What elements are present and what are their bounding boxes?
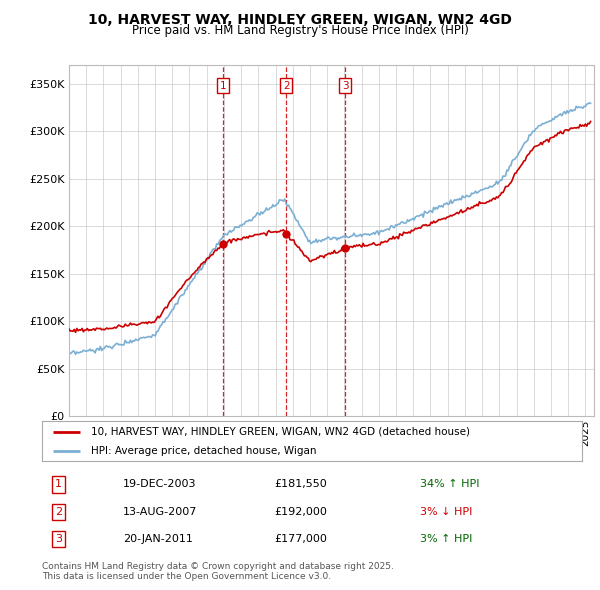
Text: 3: 3 bbox=[342, 81, 349, 91]
Text: 19-DEC-2003: 19-DEC-2003 bbox=[123, 480, 197, 489]
Text: £192,000: £192,000 bbox=[274, 507, 327, 517]
Text: 1: 1 bbox=[220, 81, 227, 91]
Text: £181,550: £181,550 bbox=[274, 480, 327, 489]
Text: HPI: Average price, detached house, Wigan: HPI: Average price, detached house, Wiga… bbox=[91, 446, 316, 456]
Text: 3: 3 bbox=[55, 535, 62, 544]
Text: Price paid vs. HM Land Registry's House Price Index (HPI): Price paid vs. HM Land Registry's House … bbox=[131, 24, 469, 37]
Text: 3% ↑ HPI: 3% ↑ HPI bbox=[420, 535, 472, 544]
Text: 13-AUG-2007: 13-AUG-2007 bbox=[123, 507, 197, 517]
Text: 2: 2 bbox=[283, 81, 290, 91]
Text: 2: 2 bbox=[55, 507, 62, 517]
Text: 10, HARVEST WAY, HINDLEY GREEN, WIGAN, WN2 4GD: 10, HARVEST WAY, HINDLEY GREEN, WIGAN, W… bbox=[88, 13, 512, 27]
Text: Contains HM Land Registry data © Crown copyright and database right 2025.
This d: Contains HM Land Registry data © Crown c… bbox=[42, 562, 394, 581]
Text: 20-JAN-2011: 20-JAN-2011 bbox=[123, 535, 193, 544]
Text: £177,000: £177,000 bbox=[274, 535, 327, 544]
Text: 34% ↑ HPI: 34% ↑ HPI bbox=[420, 480, 479, 489]
Text: 3% ↓ HPI: 3% ↓ HPI bbox=[420, 507, 472, 517]
Text: 1: 1 bbox=[55, 480, 62, 489]
Text: 10, HARVEST WAY, HINDLEY GREEN, WIGAN, WN2 4GD (detached house): 10, HARVEST WAY, HINDLEY GREEN, WIGAN, W… bbox=[91, 427, 470, 437]
